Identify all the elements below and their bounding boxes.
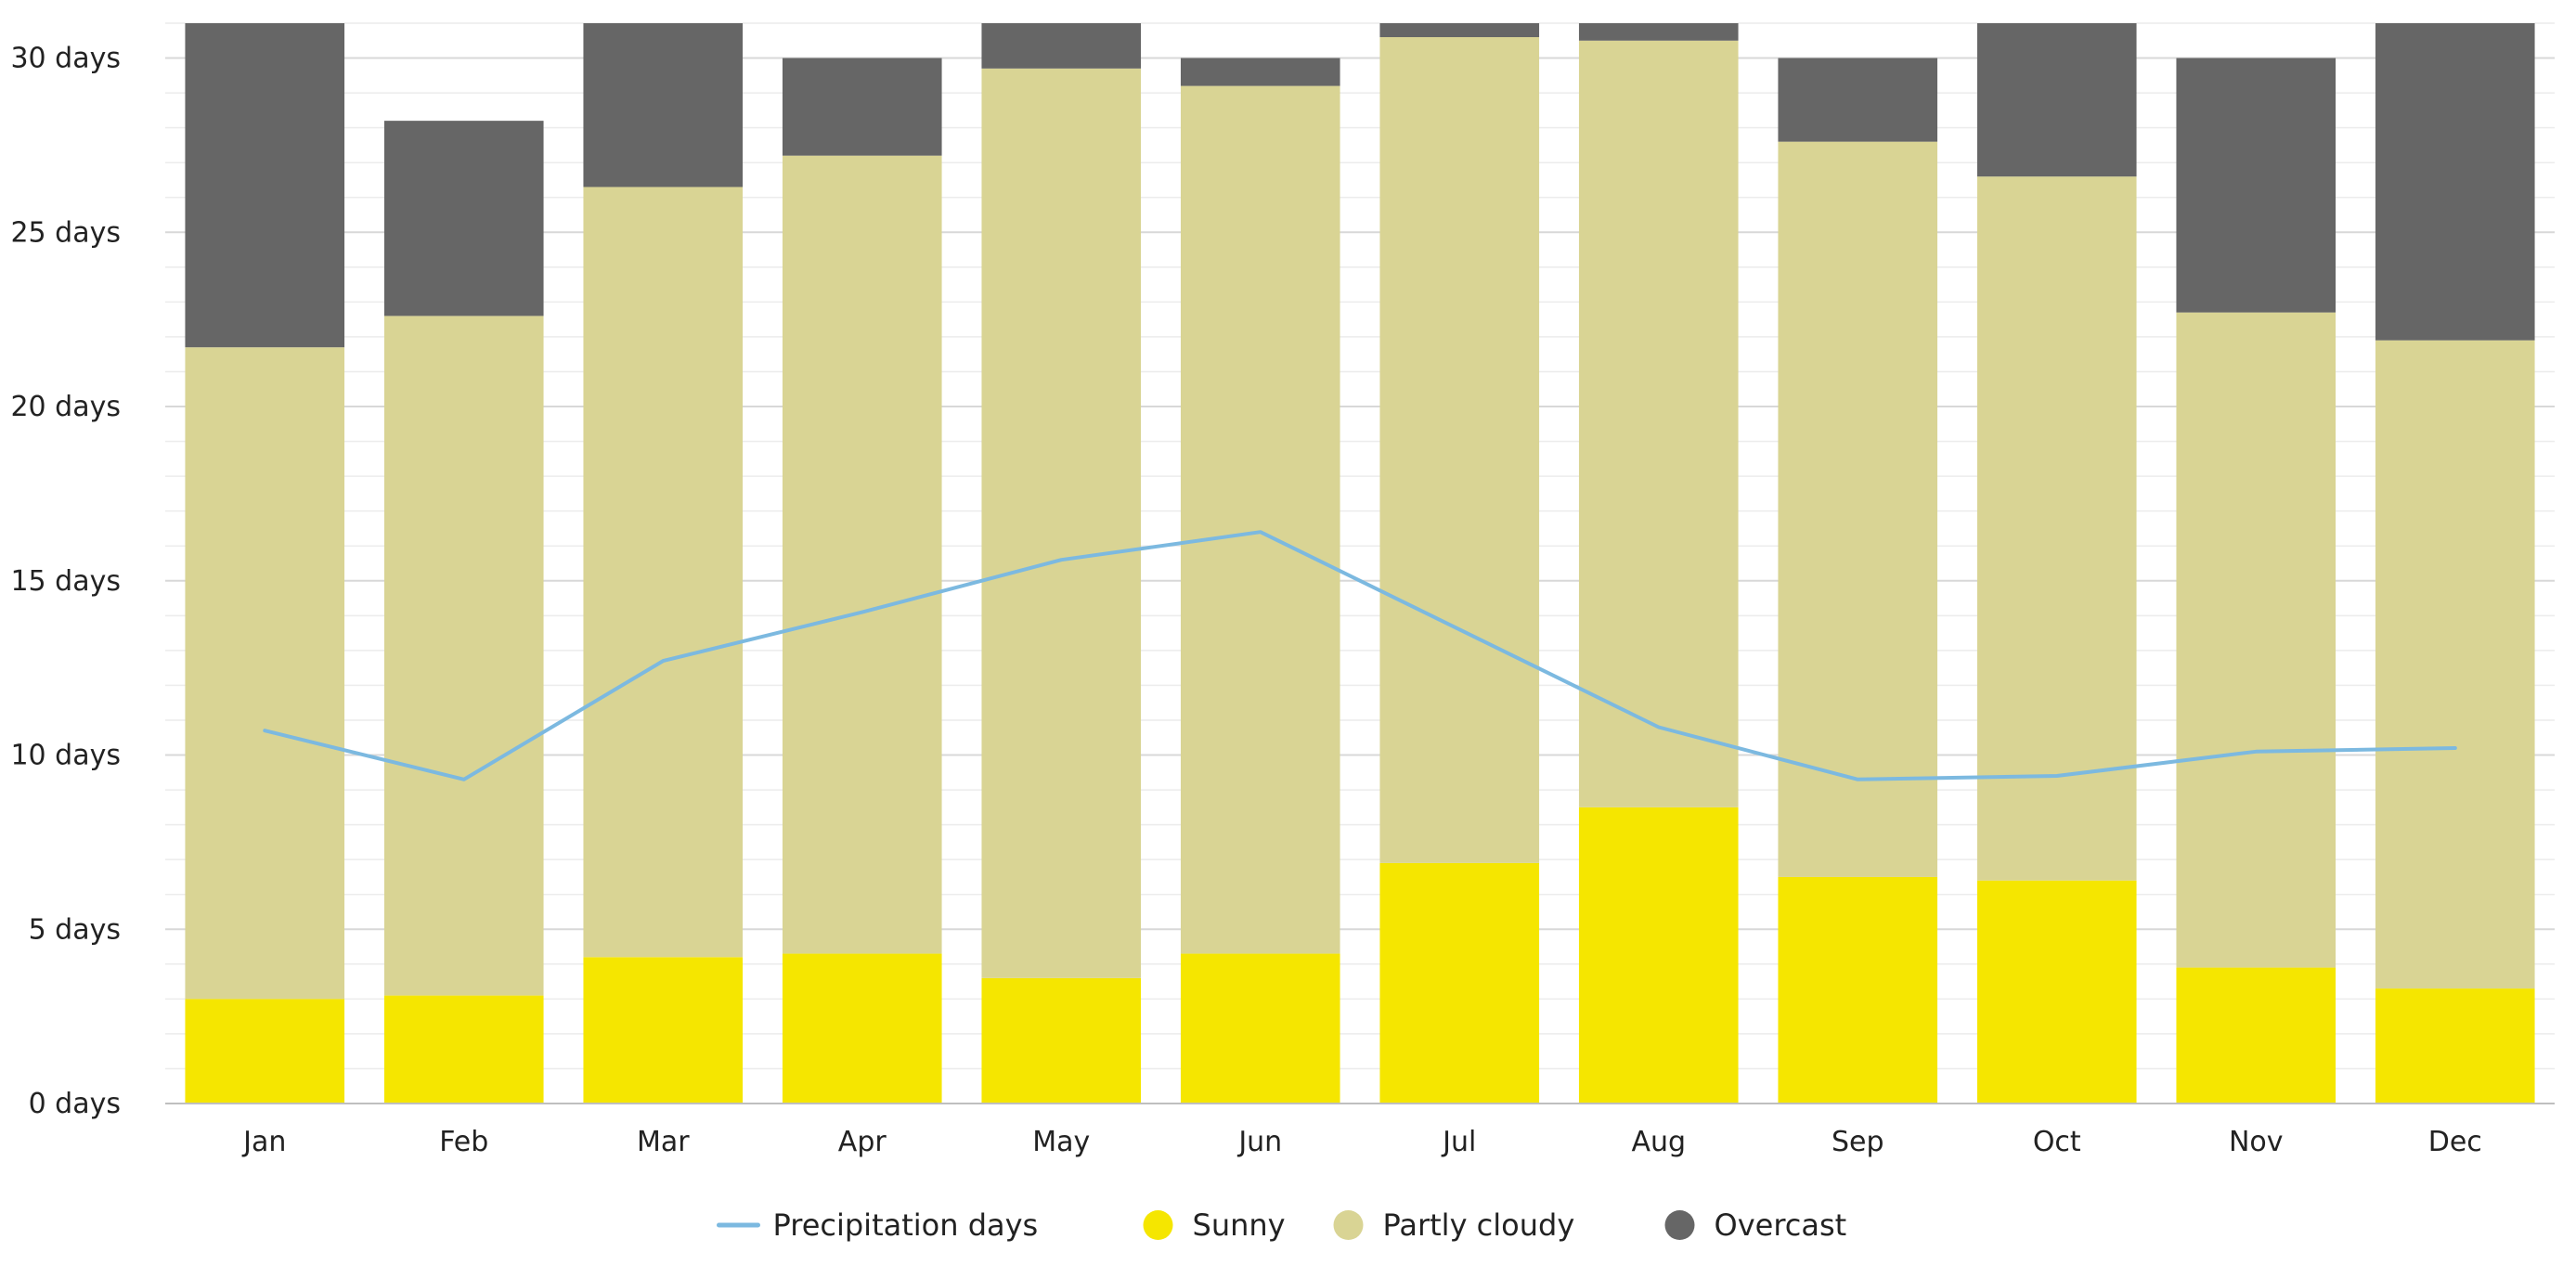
- bar-partly-cloudy-may: [981, 68, 1142, 978]
- x-tick-label-dec: Dec: [2428, 1126, 2482, 1158]
- bar-sunny-nov: [2176, 967, 2337, 1104]
- y-tick-label: 10 days: [10, 740, 121, 772]
- legend-swatch-sunny: [1143, 1210, 1173, 1240]
- bar-sunny-mar: [583, 957, 744, 1104]
- bar-partly-cloudy-aug: [1578, 40, 1739, 807]
- bar-overcast-aug: [1578, 23, 1739, 41]
- legend-label-sunny: Sunny: [1193, 1207, 1286, 1243]
- bar-partly-cloudy-mar: [583, 187, 744, 958]
- bar-overcast-jul: [1379, 23, 1540, 38]
- x-tick-label-apr: Apr: [838, 1126, 887, 1158]
- y-tick-label: 0 days: [29, 1088, 121, 1120]
- legend-swatch-partly-cloudy: [1333, 1210, 1364, 1240]
- bar-overcast-jun: [1180, 58, 1340, 86]
- bar-sunny-jan: [185, 999, 345, 1104]
- x-tick-label-nov: Nov: [2229, 1126, 2284, 1158]
- bar-sunny-feb: [383, 995, 544, 1104]
- bar-partly-cloudy-apr: [782, 155, 942, 954]
- bar-overcast-dec: [2375, 23, 2535, 341]
- bar-sunny-oct: [1976, 880, 2137, 1104]
- legend-label-partly-cloudy: Partly cloudy: [1383, 1207, 1575, 1243]
- bar-sunny-aug: [1578, 807, 1739, 1104]
- x-tick-label-jul: Jul: [1441, 1126, 1476, 1158]
- bar-partly-cloudy-dec: [2375, 340, 2535, 989]
- legend-label-overcast: Overcast: [1715, 1207, 1847, 1243]
- y-tick-label: 20 days: [10, 391, 121, 423]
- axes: 0 days 5 days 10 days 15 days 20 days 25 days…: [10, 43, 2555, 1158]
- legend-swatch-overcast: [1664, 1210, 1695, 1240]
- bar-sunny-jul: [1379, 862, 1540, 1104]
- bar-sunny-apr: [782, 953, 942, 1104]
- x-tick-label-jun: Jun: [1236, 1126, 1282, 1158]
- bar-overcast-jan: [185, 23, 345, 348]
- bar-sunny-sep: [1778, 876, 1938, 1104]
- bar-partly-cloudy-feb: [383, 316, 544, 996]
- bar-overcast-sep: [1778, 58, 1938, 142]
- bar-partly-cloudy-sep: [1778, 141, 1938, 877]
- legend: Precipitation days Sunny Partly cloudy Over…: [717, 1207, 1847, 1243]
- precipitation-line-layer: [263, 530, 2457, 781]
- bar-partly-cloudy-jul: [1379, 37, 1540, 863]
- bar-sunny-dec: [2375, 988, 2535, 1104]
- bar-overcast-apr: [782, 58, 942, 156]
- bar-overcast-nov: [2176, 58, 2337, 313]
- y-tick-label: 25 days: [10, 216, 121, 249]
- y-tick-label: 15 days: [10, 565, 121, 598]
- bar-sunny-may: [981, 977, 1142, 1104]
- y-tick-label: 30 days: [10, 43, 121, 75]
- x-tick-label-jan: Jan: [241, 1126, 286, 1158]
- bar-overcast-may: [981, 23, 1142, 69]
- bar-partly-cloudy-jan: [185, 347, 345, 1000]
- x-tick-label-may: May: [1032, 1126, 1090, 1158]
- bar-partly-cloudy-nov: [2176, 312, 2337, 968]
- x-tick-label-mar: Mar: [637, 1126, 690, 1158]
- x-tick-label-oct: Oct: [2033, 1126, 2081, 1158]
- bar-overcast-feb: [383, 121, 544, 316]
- bar-sunny-jun: [1180, 953, 1340, 1104]
- bar-partly-cloudy-oct: [1976, 176, 2137, 881]
- x-tick-label-feb: Feb: [439, 1126, 488, 1158]
- x-tick-label-sep: Sep: [1832, 1126, 1884, 1158]
- precipitation-days-line: [263, 530, 2457, 781]
- bar-marks: [185, 23, 2535, 1104]
- bar-partly-cloudy-jun: [1180, 85, 1340, 954]
- y-tick-label: 5 days: [29, 913, 121, 946]
- bar-overcast-oct: [1976, 23, 2137, 177]
- bar-overcast-mar: [583, 23, 744, 187]
- legend-label-precipitation-days: Precipitation days: [773, 1207, 1039, 1243]
- x-tick-label-aug: Aug: [1631, 1126, 1686, 1158]
